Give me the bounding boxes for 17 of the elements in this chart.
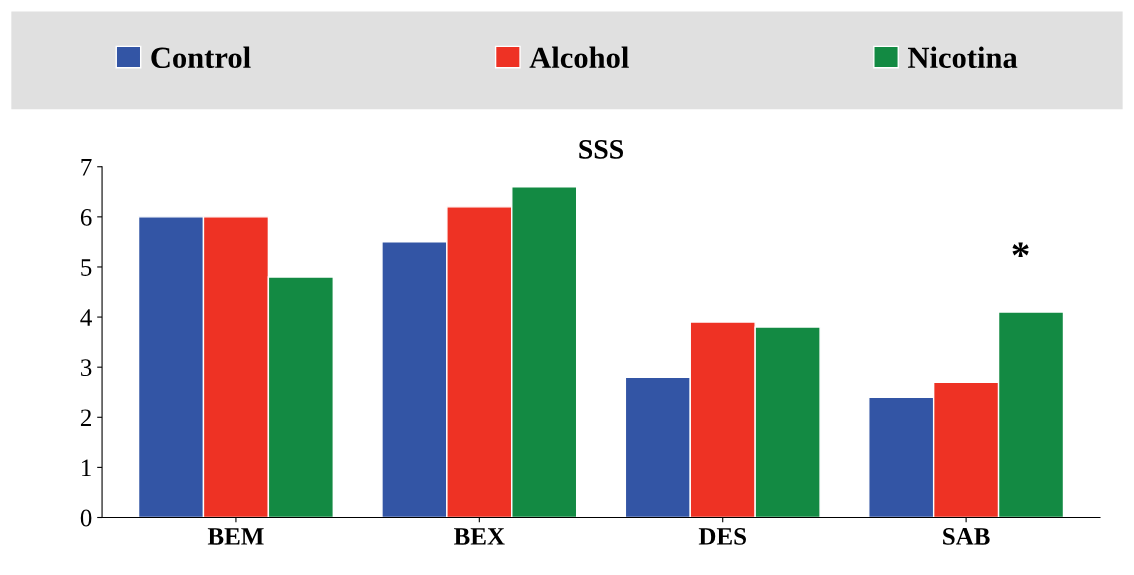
y-tick-label: 5 xyxy=(81,259,92,276)
x-tick-label: BEX xyxy=(454,528,505,545)
y-tick-label: 2 xyxy=(80,409,91,426)
chart-title: SSS xyxy=(579,140,624,159)
y-tick-label: 1 xyxy=(82,459,91,477)
y-tick-label: 4 xyxy=(80,309,92,326)
x-tick-label: SAB xyxy=(943,528,990,545)
y-tick-label: 0 xyxy=(80,509,92,527)
legend-label: Alcohol xyxy=(529,46,629,69)
x-tick-label: DES xyxy=(698,528,746,545)
x-tick-label: BEM xyxy=(207,528,264,545)
annotation: * xyxy=(1012,242,1029,258)
y-tick-label: 3 xyxy=(81,359,92,377)
legend-label: Nicotina xyxy=(908,46,1018,69)
y-tick-label: 7 xyxy=(81,159,92,176)
y-tick-label: 6 xyxy=(80,208,92,226)
legend-label: Control xyxy=(151,46,251,69)
